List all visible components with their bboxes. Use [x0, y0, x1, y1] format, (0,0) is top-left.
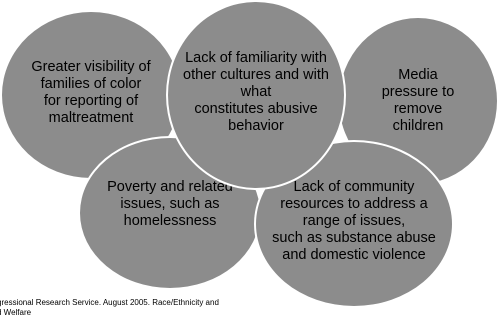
bubble-label: Lack of community resources to address a…	[272, 178, 436, 263]
bubble-label: Media pressure to remove children	[381, 67, 455, 134]
bubble-label: Poverty and related issues, such as home…	[107, 178, 233, 229]
source-citation: gressional Research Service. August 2005…	[0, 298, 219, 317]
bubble-label: Greater visibility of families of color …	[31, 59, 151, 126]
bubble-cultural-familiarity: Lack of familiarity with other cultures …	[166, 0, 346, 190]
bubble-visibility-families-of-color: Greater visibility of families of color …	[0, 10, 182, 180]
bubble-label: Lack of familiarity with other cultures …	[183, 49, 329, 134]
bubble-community-resources: Lack of community resources to address a…	[254, 140, 454, 308]
